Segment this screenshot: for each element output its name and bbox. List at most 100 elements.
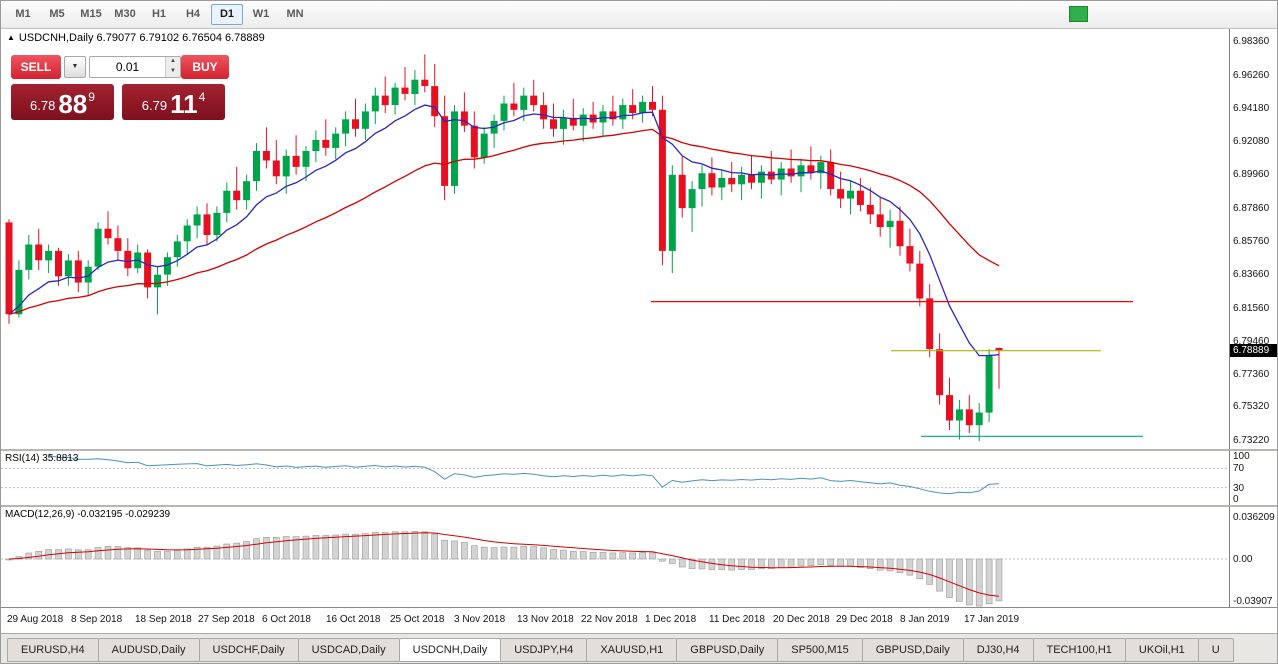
rsi-axis-label: 100 xyxy=(1233,451,1250,462)
price-axis[interactable]: 6.78889 6.98360 6.96260 6.94180 6.92080 6.89… xyxy=(1229,29,1277,449)
timeframe-button-m5[interactable]: M5 xyxy=(49,8,65,20)
buy-price-big: 11 xyxy=(170,89,198,119)
buy-price-display: 6.79 11 4 xyxy=(122,84,225,120)
price-axis-label: 6.98360 xyxy=(1233,36,1270,47)
buy-price-sup: 4 xyxy=(198,90,206,104)
tab-gbpusd-daily[interactable]: GBPUSD,Daily xyxy=(676,638,779,662)
timeframe-button-w1[interactable]: W1 xyxy=(252,8,270,20)
date-label: 6 Oct 2018 xyxy=(262,614,311,625)
tab-sp500-m15[interactable]: SP500,M15 xyxy=(777,638,863,662)
macd-axis-label: -0.03907 xyxy=(1233,596,1273,607)
one-click-trade-panel: SELL ▼ 0.01 ▲ ▼ BUY 6.78 88 9 xyxy=(11,55,229,120)
sell-price-big: 88 xyxy=(58,89,88,119)
candles-group xyxy=(5,54,1003,442)
date-label: 16 Oct 2018 xyxy=(326,614,381,625)
tab-ukoil-h1[interactable]: UKOil,H1 xyxy=(1124,638,1199,662)
timeframe-button-mn[interactable]: MN xyxy=(286,8,304,20)
timeframe-button-h1[interactable]: H1 xyxy=(151,8,167,20)
timeframe-group: M1 M5 M15 M30 H1 H4 D1 W1 MN xyxy=(7,4,313,25)
date-axis[interactable]: 29 Aug 2018 8 Sep 2018 18 Sep 2018 27 Sep 2… xyxy=(1,607,1277,633)
chart-ohlc-info: ▲ USDCNH,Daily 6.79077 6.79102 6.76504 6.… xyxy=(7,32,265,44)
date-label: 25 Oct 2018 xyxy=(390,614,445,625)
tab-dj30-h4[interactable]: DJ30,H4 xyxy=(962,638,1034,662)
tab-tech100-h1[interactable]: TECH100,H1 xyxy=(1032,638,1126,662)
date-label: 18 Sep 2018 xyxy=(135,614,192,625)
price-axis-label: 6.85760 xyxy=(1233,236,1270,247)
rsi-axis-label: 30 xyxy=(1233,483,1245,494)
sell-button[interactable]: SELL xyxy=(11,55,61,79)
lot-increase-button[interactable]: ▲ xyxy=(166,57,180,67)
tab-audusd-daily[interactable]: AUDUSD,Daily xyxy=(97,638,200,662)
buy-button[interactable]: BUY xyxy=(181,55,229,79)
timeframe-button-h4[interactable]: H4 xyxy=(185,8,201,20)
macd-axis-label: 0.00 xyxy=(1233,554,1253,565)
tab-usdcad-daily[interactable]: USDCAD,Daily xyxy=(297,638,400,662)
timeframe-button-m1[interactable]: M1 xyxy=(15,8,31,20)
tab-eurusd-h4[interactable]: EURUSD,H4 xyxy=(7,638,99,662)
price-axis-label: 6.79460 xyxy=(1233,336,1270,347)
price-axis-label: 6.83660 xyxy=(1233,269,1270,280)
rsi-label: RSI(14) 35.8813 xyxy=(5,453,79,464)
date-label: 8 Sep 2018 xyxy=(71,614,123,625)
price-axis-label: 6.75320 xyxy=(1233,401,1270,412)
lot-size-value: 0.01 xyxy=(115,60,140,74)
macd-histogram xyxy=(5,531,1003,607)
tab-usdjpy-h4[interactable]: USDJPY,H4 xyxy=(500,638,588,662)
timeframe-button-d1[interactable]: D1 xyxy=(211,4,243,25)
sell-price-sup: 9 xyxy=(88,90,95,104)
date-label: 1 Dec 2018 xyxy=(645,614,697,625)
macd-signal-line xyxy=(8,532,1000,597)
timeframe-button-m15[interactable]: M15 xyxy=(80,8,102,20)
price-chart-canvas[interactable] xyxy=(1,29,1229,449)
timeframe-button-m30[interactable]: M30 xyxy=(114,8,136,20)
rsi-line xyxy=(48,454,1000,495)
sell-price-prefix: 6.78 xyxy=(30,98,56,113)
date-label: 29 Dec 2018 xyxy=(836,614,893,625)
date-label: 8 Jan 2019 xyxy=(900,614,950,625)
tab-u[interactable]: U xyxy=(1197,638,1234,662)
lot-size-input[interactable]: 0.01 ▲ ▼ xyxy=(89,56,181,78)
rsi-axis-label: 70 xyxy=(1233,463,1245,474)
tab-usdcnh-daily[interactable]: USDCNH,Daily xyxy=(398,638,502,662)
macd-label: MACD(12,26,9) -0.032195 -0.029239 xyxy=(5,509,171,520)
price-axis-label: 6.77360 xyxy=(1233,369,1270,380)
lot-dropdown[interactable]: ▼ xyxy=(64,56,86,78)
rsi-axis[interactable]: 100 70 30 0 xyxy=(1229,451,1277,505)
macd-canvas[interactable] xyxy=(1,507,1229,607)
rsi-canvas[interactable] xyxy=(1,451,1229,505)
price-axis-label: 6.92080 xyxy=(1233,136,1270,147)
rsi-axis-label: 0 xyxy=(1233,494,1239,505)
ma-slow-line xyxy=(8,128,1000,315)
tab-xauusd-h1[interactable]: XAUUSD,H1 xyxy=(586,638,678,662)
macd-panel: MACD(12,26,9) -0.032195 -0.029239 0.0362… xyxy=(1,507,1277,607)
sell-price-display: 6.78 88 9 xyxy=(11,84,114,120)
date-label: 17 Jan 2019 xyxy=(964,614,1020,625)
date-label: 13 Nov 2018 xyxy=(517,614,574,625)
date-label: 3 Nov 2018 xyxy=(454,614,506,625)
panel-splitter[interactable] xyxy=(1,449,1277,451)
date-label: 20 Dec 2018 xyxy=(773,614,830,625)
timeframe-toolbar: M1 M5 M15 M30 H1 H4 D1 W1 MN xyxy=(1,1,1277,29)
ohlc-text: USDCNH,Daily 6.79077 6.79102 6.76504 6.7… xyxy=(18,32,265,44)
date-label: 27 Sep 2018 xyxy=(198,614,255,625)
chart-window: ▲ USDCNH,Daily 6.79077 6.79102 6.76504 6.… xyxy=(1,29,1277,633)
price-axis-label: 6.96260 xyxy=(1233,70,1270,81)
status-indicator xyxy=(1069,6,1088,22)
price-axis-label: 6.89960 xyxy=(1233,169,1270,180)
date-label: 11 Dec 2018 xyxy=(709,614,765,625)
macd-axis[interactable]: 0.036209 0.00 -0.03907 xyxy=(1229,507,1277,607)
macd-axis-label: 0.036209 xyxy=(1233,512,1275,523)
tab-gbpusd-daily[interactable]: GBPUSD,Daily xyxy=(861,638,964,662)
ma-fast-line xyxy=(8,104,1000,357)
chart-tab-bar: EURUSD,H4 AUDUSD,Daily USDCHF,Daily USDCAD,… xyxy=(1,633,1277,663)
collapse-triangle-icon: ▲ xyxy=(7,33,15,42)
price-axis-label: 6.87860 xyxy=(1233,203,1270,214)
lot-decrease-button[interactable]: ▼ xyxy=(166,67,180,77)
price-axis-label: 6.94180 xyxy=(1233,103,1270,114)
date-label: 29 Aug 2018 xyxy=(7,614,64,625)
panel-splitter[interactable] xyxy=(1,505,1277,507)
tab-usdchf-daily[interactable]: USDCHF,Daily xyxy=(198,638,299,662)
price-axis-label: 6.81560 xyxy=(1233,303,1270,314)
chevron-down-icon: ▼ xyxy=(71,63,79,70)
